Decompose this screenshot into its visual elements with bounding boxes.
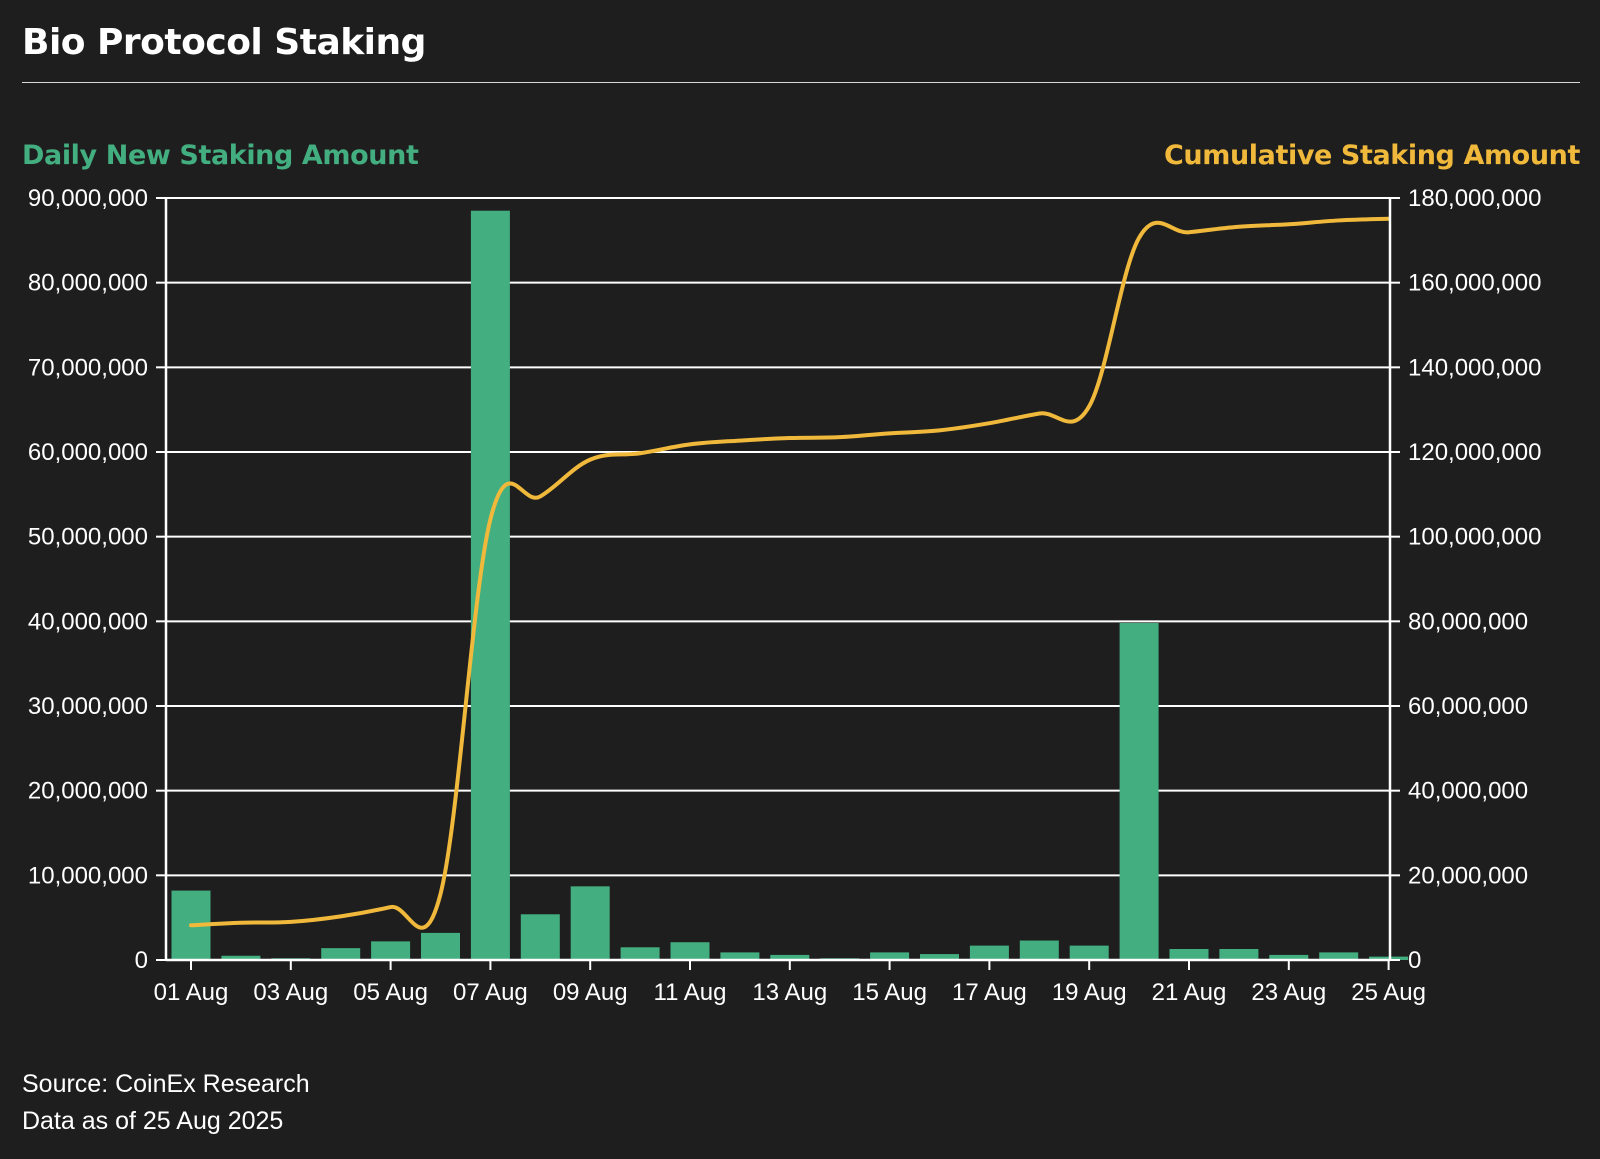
bar bbox=[1019, 940, 1059, 960]
left-tick-label: 40,000,000 bbox=[28, 608, 148, 635]
right-tick-label: 80,000,000 bbox=[1408, 608, 1528, 635]
bar bbox=[1119, 623, 1159, 960]
x-tick-label: 23 Aug bbox=[1251, 979, 1326, 1006]
right-tick-label: 180,000,000 bbox=[1408, 185, 1541, 212]
x-tick-label: 07 Aug bbox=[453, 979, 528, 1006]
bar bbox=[1269, 954, 1309, 960]
x-tick-label: 09 Aug bbox=[553, 979, 628, 1006]
x-tick-label: 03 Aug bbox=[253, 979, 328, 1006]
bar bbox=[770, 954, 810, 960]
x-tick-label: 13 Aug bbox=[752, 979, 827, 1006]
bar bbox=[1069, 945, 1109, 960]
chart-title: Bio Protocol Staking bbox=[22, 22, 426, 63]
cumulative-line-series bbox=[189, 216, 1391, 930]
bar bbox=[221, 955, 261, 960]
left-tick-label: 70,000,000 bbox=[28, 354, 148, 381]
right-tick-label: 40,000,000 bbox=[1408, 778, 1528, 805]
left-tick-label: 20,000,000 bbox=[28, 778, 148, 805]
title-divider bbox=[22, 82, 1580, 83]
left-tick-label: 90,000,000 bbox=[28, 185, 148, 212]
bar bbox=[570, 886, 610, 960]
left-tick-label: 10,000,000 bbox=[28, 862, 148, 889]
right-tick-label: 160,000,000 bbox=[1408, 270, 1541, 297]
x-tick-label: 17 Aug bbox=[952, 979, 1027, 1006]
bar bbox=[620, 947, 660, 960]
right-tick-label: 0 bbox=[1408, 947, 1421, 974]
bar bbox=[1369, 956, 1409, 960]
right-tick-label: 100,000,000 bbox=[1408, 524, 1541, 551]
left-tick-label: 80,000,000 bbox=[28, 270, 148, 297]
bar bbox=[969, 945, 1009, 960]
bar bbox=[1169, 948, 1209, 960]
bar bbox=[520, 914, 560, 960]
right-axis-title: Cumulative Staking Amount bbox=[1163, 140, 1580, 171]
bar bbox=[1319, 952, 1359, 960]
bar bbox=[670, 942, 710, 960]
right-tick-label: 60,000,000 bbox=[1408, 693, 1528, 720]
data-as-of-note: Data as of 25 Aug 2025 bbox=[22, 1107, 284, 1135]
bar bbox=[920, 954, 959, 960]
source-note: Source: CoinEx Research bbox=[22, 1070, 310, 1098]
axes: 0 0 10,000,000 20,000,000 20,000,000 40,000,0… bbox=[28, 185, 1542, 1006]
bar bbox=[371, 941, 411, 960]
left-tick-label: 50,000,000 bbox=[28, 524, 148, 551]
x-tick-label: 19 Aug bbox=[1052, 979, 1127, 1006]
bar bbox=[870, 952, 910, 960]
right-tick-label: 140,000,000 bbox=[1408, 354, 1541, 381]
x-tick-label: 11 Aug bbox=[654, 979, 727, 1006]
x-tick-label: 01 Aug bbox=[154, 979, 229, 1006]
right-tick-label: 20,000,000 bbox=[1408, 862, 1528, 889]
x-tick-label: 15 Aug bbox=[852, 979, 927, 1006]
bar bbox=[1219, 948, 1259, 960]
gridlines bbox=[166, 197, 1390, 877]
bar bbox=[321, 948, 361, 960]
left-tick-label: 30,000,000 bbox=[28, 693, 148, 720]
bar-series bbox=[171, 210, 1409, 960]
right-tick-label: 120,000,000 bbox=[1408, 439, 1541, 466]
cumulative-line bbox=[189, 216, 1391, 930]
bar bbox=[421, 932, 460, 960]
bar bbox=[470, 210, 510, 960]
left-axis-title: Daily New Staking Amount bbox=[22, 140, 419, 171]
left-tick-label: 0 bbox=[135, 947, 148, 974]
left-tick-label: 60,000,000 bbox=[28, 439, 148, 466]
x-tick-label: 21 Aug bbox=[1152, 979, 1227, 1006]
x-tick-label: 25 Aug bbox=[1351, 979, 1426, 1006]
x-tick-label: 05 Aug bbox=[353, 979, 428, 1006]
bar bbox=[720, 952, 760, 960]
